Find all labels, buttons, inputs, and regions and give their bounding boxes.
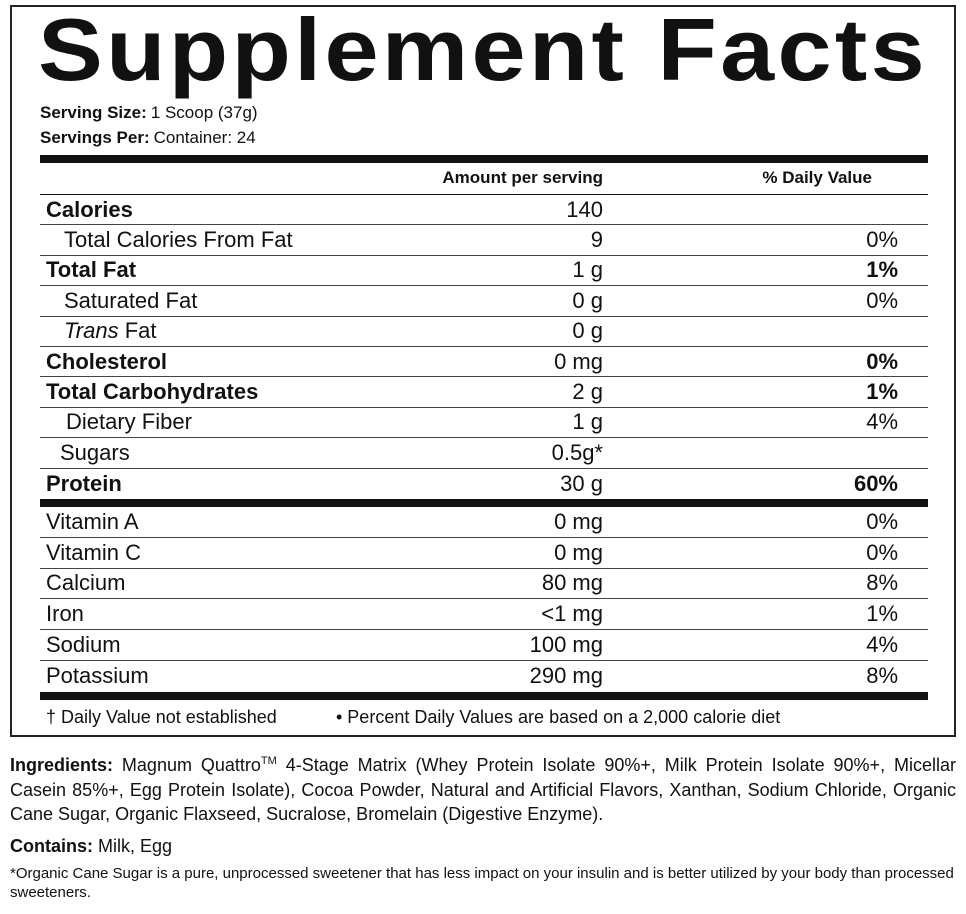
amount: 1 g <box>572 409 603 435</box>
amount: 0 g <box>572 318 603 344</box>
nutrient-row: Iron <1 mg 1% <box>40 599 928 631</box>
nutrient-name: Sodium <box>46 632 121 658</box>
amount: 290 mg <box>529 663 603 689</box>
servings-per-label: Servings Per: <box>40 128 150 147</box>
amount: 0 g <box>572 287 603 313</box>
nutrient-row: Protein 30 g 60% <box>40 469 928 499</box>
divider <box>40 194 928 195</box>
daily-value: 1% <box>866 601 898 627</box>
daily-value: 1% <box>866 257 898 283</box>
nutrient-name: Vitamin A <box>46 508 139 534</box>
nutrient-name: Calcium <box>46 570 126 596</box>
divider <box>40 692 928 700</box>
contains-label: Contains: <box>10 836 93 856</box>
nutrient-row: Potassium 290 mg 8% <box>40 661 928 692</box>
amount: 140 <box>566 196 603 222</box>
amount: <1 mg <box>541 601 603 627</box>
footnote: • Percent Daily Values are based on a 2,… <box>336 707 781 727</box>
nutrient-name: Iron <box>46 601 84 627</box>
footnote: *Organic Cane Sugar is a pure, unprocess… <box>10 865 954 901</box>
daily-value: 0% <box>866 539 898 565</box>
title: Supplement Facts <box>38 0 928 99</box>
amount: 80 mg <box>541 570 603 596</box>
nutrient-name: Total Calories From Fat <box>64 227 293 253</box>
divider <box>40 155 928 163</box>
ingredients-label: Ingredients: <box>10 755 114 775</box>
ingredients-text: 4-Stage Matrix (Whey Protein Isolate 90%… <box>10 755 956 824</box>
nutrient-name: Dietary Fiber <box>66 409 192 435</box>
amount: 30 g <box>560 470 603 496</box>
serving-size: Serving Size: 1 Scoop (37g) <box>40 103 258 123</box>
nutrient-row: Calories 140 <box>40 195 928 226</box>
nutrient-name: Calories <box>46 196 133 222</box>
nutrient-name-italic: Trans <box>64 318 119 344</box>
footnote: † Daily Value not established <box>46 707 277 727</box>
daily-value: 8% <box>866 663 898 689</box>
amount: 0.5g* <box>551 439 603 465</box>
ingredients: Ingredients: Magnum QuattroTM 4-Stage Ma… <box>10 749 956 827</box>
nutrient-name: Trans Fat <box>64 318 157 344</box>
nutrient-row: Dietary Fiber 1 g 4% <box>40 408 928 439</box>
nutrient-row: Trans Fat 0 g <box>40 317 928 347</box>
servings-per: Servings Per: Container: 24 <box>40 128 256 148</box>
contains: Contains: Milk, Egg <box>10 834 956 859</box>
nutrient-row: Vitamin A 0 mg 0% <box>40 507 928 538</box>
nutrient-name: Saturated Fat <box>64 287 198 313</box>
nutrient-name: Sugars <box>60 439 130 465</box>
amount: 100 mg <box>529 632 603 658</box>
nutrient-row: Saturated Fat 0 g 0% <box>40 286 928 317</box>
column-header: Amount per serving <box>442 168 603 187</box>
daily-value: 8% <box>866 570 898 596</box>
nutrient-name: Total Carbohydrates <box>46 379 259 405</box>
contains-value: Milk, Egg <box>98 836 173 856</box>
serving-size-value: 1 Scoop (37g) <box>150 103 258 122</box>
daily-value: 60% <box>853 470 898 496</box>
divider <box>40 499 928 507</box>
nutrient-row: Total Carbohydrates 2 g 1% <box>40 377 928 408</box>
nutrient-row: Total Calories From Fat 9 0% <box>40 225 928 256</box>
amount: 2 g <box>572 379 603 405</box>
nutrient-row: Sugars 0.5g* <box>40 438 928 469</box>
nutrient-name: Vitamin C <box>46 539 141 565</box>
nutrient-name: Cholesterol <box>46 348 168 374</box>
daily-value: 4% <box>866 409 898 435</box>
daily-value: 0% <box>866 348 898 374</box>
nutrient-name: Total Fat <box>46 257 137 283</box>
amount: 1 g <box>572 257 603 283</box>
nutrient-row: Vitamin C 0 mg 0% <box>40 538 928 569</box>
nutrient-name-rest: Fat <box>124 318 157 344</box>
nutrient-row: Calcium 80 mg 8% <box>40 569 928 600</box>
daily-value: 0% <box>866 508 898 534</box>
amount: 0 mg <box>554 508 603 534</box>
amount: 0 mg <box>554 539 603 565</box>
column-header: % Daily Value <box>762 168 872 187</box>
daily-value: 0% <box>866 287 898 313</box>
nutrient-row: Sodium 100 mg 4% <box>40 630 928 661</box>
nutrient-row: Total Fat 1 g 1% <box>40 256 928 287</box>
facts-box <box>10 5 956 737</box>
daily-value: 4% <box>866 632 898 658</box>
servings-per-value: Container: 24 <box>153 128 256 147</box>
amount: 0 mg <box>554 348 603 374</box>
serving-size-label: Serving Size: <box>40 103 147 122</box>
brand: Magnum Quattro <box>121 755 261 775</box>
nutrient-name: Potassium <box>46 663 149 689</box>
trademark: TM <box>260 755 277 767</box>
nutrient-name: Protein <box>46 470 122 496</box>
amount: 9 <box>590 227 603 253</box>
daily-value: 1% <box>866 379 898 405</box>
nutrient-row: Cholesterol 0 mg 0% <box>40 347 928 378</box>
daily-value: 0% <box>866 227 898 253</box>
